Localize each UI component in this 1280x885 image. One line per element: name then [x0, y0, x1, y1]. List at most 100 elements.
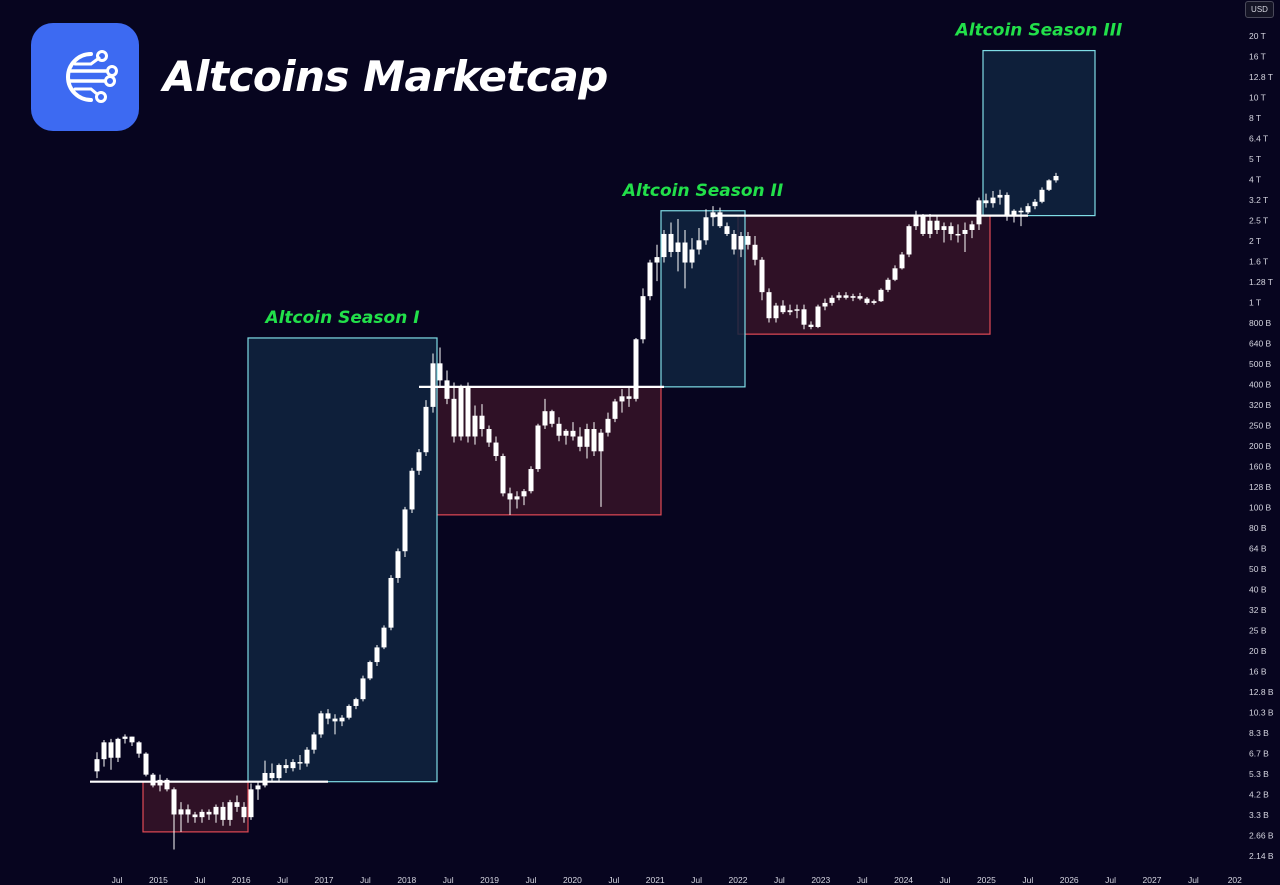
time-tick-label: Jul [360, 875, 371, 885]
candle-body [332, 718, 338, 722]
candle-body [479, 415, 485, 430]
price-tick-label: 8.3 B [1249, 728, 1269, 738]
candle-body [801, 309, 807, 325]
candle-body [1025, 206, 1031, 213]
candle-body [815, 306, 821, 327]
candle-body [472, 415, 478, 437]
price-tick-label: 2.66 B [1249, 831, 1274, 841]
candle-body [325, 713, 331, 719]
time-tick-label: Jul [1105, 875, 1116, 885]
price-tick-label: 500 B [1249, 359, 1272, 369]
price-axis[interactable]: 20 T 16 T 12.8 T 10 T 8 T 6.4 T 5 T 4 T 3.2 T 2.5… [1249, 31, 1274, 861]
candle-body [241, 806, 247, 818]
candle-body [381, 627, 387, 648]
candle-body [535, 425, 541, 470]
candle-body [997, 194, 1003, 198]
candle-body [619, 396, 625, 402]
candle-body [262, 772, 268, 786]
candle-body [353, 699, 359, 706]
candle-body [409, 470, 415, 510]
candle-body [633, 339, 639, 399]
price-tick-label: 100 B [1249, 503, 1272, 513]
candle-body [514, 496, 520, 500]
candle-body [430, 363, 436, 407]
candle-body [899, 254, 905, 269]
candle-body [94, 759, 100, 772]
candle-body [304, 749, 310, 764]
time-tick-label: 2016 [232, 875, 251, 885]
price-tick-label: 320 B [1249, 400, 1272, 410]
candle-body [920, 215, 926, 234]
price-tick-label: 6.7 B [1249, 749, 1269, 759]
candle-body [437, 363, 443, 381]
price-tick-label: 4.2 B [1249, 790, 1269, 800]
time-tick-label: Jul [940, 875, 951, 885]
season-box [660, 210, 746, 388]
candle-body [297, 762, 303, 764]
candle-body [143, 753, 149, 775]
candle-body [731, 233, 737, 250]
candle-body [766, 292, 772, 319]
candle-body [542, 411, 548, 426]
time-tick-label: 2021 [646, 875, 665, 885]
candle-body [500, 456, 506, 494]
time-tick-label: 2027 [1143, 875, 1162, 885]
time-tick-label: Jul [277, 875, 288, 885]
candle-body [129, 736, 135, 743]
candle-body [388, 577, 394, 628]
candle-body [577, 436, 583, 447]
candle-body [962, 229, 968, 234]
candle-body [213, 806, 219, 815]
time-tick-label: Jul [526, 875, 537, 885]
price-tick-label: 128 B [1249, 482, 1272, 492]
price-tick-label: 20 T [1249, 31, 1266, 41]
candle-body [892, 268, 898, 280]
candle-body [1018, 210, 1024, 213]
candle-body [1032, 201, 1038, 207]
candle-body [108, 742, 114, 758]
price-tick-label: 20 B [1249, 646, 1267, 656]
candle-body [598, 432, 604, 452]
price-tick-label: 64 B [1249, 544, 1267, 554]
price-tick-label: 5.3 B [1249, 769, 1269, 779]
candle-body [906, 226, 912, 255]
price-tick-label: 8 T [1249, 113, 1261, 123]
candle-body [416, 452, 422, 471]
candle-body [913, 215, 919, 227]
price-tick-label: 200 B [1249, 441, 1272, 451]
candle-body [101, 742, 107, 760]
season-boxes [247, 49, 1096, 783]
season-label: Altcoin Season I [263, 308, 419, 328]
candle-body [605, 418, 611, 433]
price-tick-label: 400 B [1249, 380, 1272, 390]
candle-body [528, 469, 534, 492]
candle-body [703, 217, 709, 241]
candle-body [227, 802, 233, 820]
accumulation-range-box [436, 386, 662, 516]
candle-body [248, 789, 254, 818]
candle-body [122, 736, 128, 739]
time-tick-label: 2022 [729, 875, 748, 885]
time-tick-label: 202 [1228, 875, 1242, 885]
candle-body [941, 226, 947, 230]
currency-badge[interactable]: USD [1245, 1, 1274, 18]
candle-body [829, 297, 835, 303]
candle-body [493, 442, 499, 457]
candle-body [234, 802, 240, 807]
price-tick-label: 12.8 T [1249, 72, 1273, 82]
time-axis[interactable]: Jul 2015 Jul 2016 Jul 2017 Jul 2018 Jul 2019 Jul 20… [112, 875, 1243, 885]
time-tick-label: 2025 [977, 875, 996, 885]
candle-body [206, 811, 212, 815]
price-tick-label: 160 B [1249, 462, 1272, 472]
price-tick-label: 1.28 T [1249, 277, 1273, 287]
price-tick-label: 3.2 T [1249, 195, 1268, 205]
candle-body [717, 212, 723, 227]
candle-body [255, 785, 261, 790]
time-tick-label: 2023 [811, 875, 830, 885]
candle-body [647, 262, 653, 297]
candle-body [724, 226, 730, 234]
candle-body [423, 406, 429, 453]
candle-body [150, 774, 156, 786]
time-tick-label: Jul [194, 875, 205, 885]
